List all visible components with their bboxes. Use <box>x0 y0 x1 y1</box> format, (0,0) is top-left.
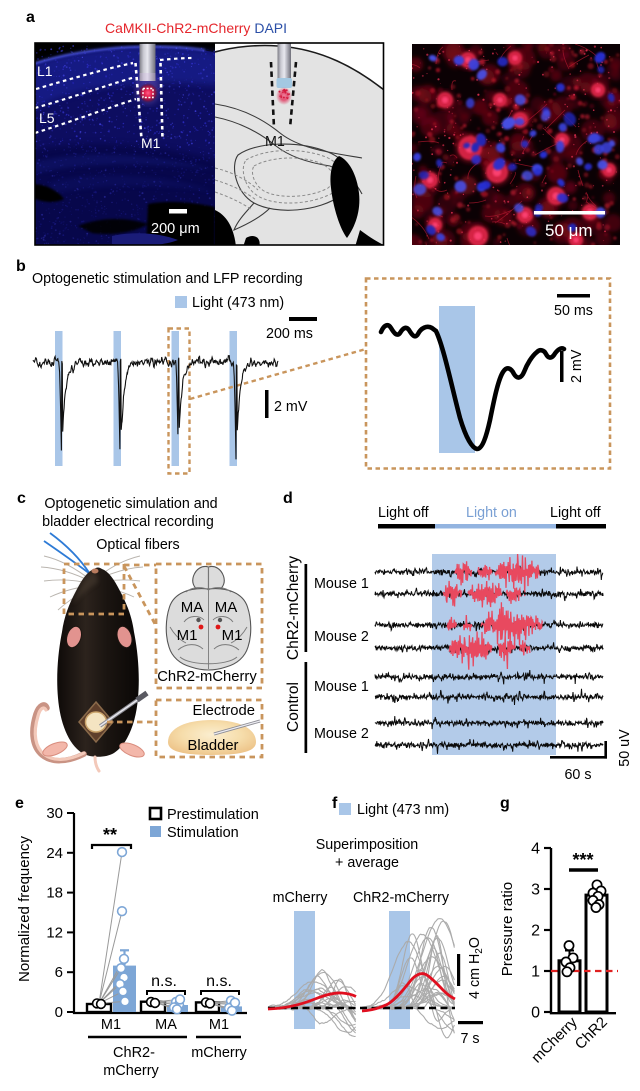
svg-text:4: 4 <box>531 841 540 858</box>
svg-text:2 mV: 2 mV <box>274 399 308 415</box>
svg-text:4 cm H2O: 4 cm H2O <box>467 937 485 999</box>
svg-text:Mouse 1: Mouse 1 <box>314 679 369 695</box>
svg-text:mCherry: mCherry <box>191 1045 247 1061</box>
svg-text:**: ** <box>103 825 117 845</box>
svg-text:6: 6 <box>55 964 63 981</box>
svg-text:Prestimulation: Prestimulation <box>167 807 259 823</box>
svg-text:3: 3 <box>531 882 540 899</box>
svg-text:Light on: Light on <box>466 505 517 521</box>
svg-text:Mouse 1: Mouse 1 <box>314 576 369 592</box>
svg-text:M1: M1 <box>265 134 285 150</box>
svg-text:n.s.: n.s. <box>151 973 177 990</box>
svg-text:Bladder: Bladder <box>187 738 238 754</box>
svg-text:7 s: 7 s <box>460 1031 479 1047</box>
svg-text:2: 2 <box>531 923 540 940</box>
svg-text:c: c <box>17 490 26 507</box>
svg-text:n.s.: n.s. <box>206 973 232 990</box>
svg-text:18: 18 <box>46 885 63 902</box>
svg-text:50 ms: 50 ms <box>554 303 593 319</box>
svg-text:+ average: + average <box>335 855 399 871</box>
svg-text:Optogenetic stimulation and LF: Optogenetic stimulation and LFP recordin… <box>32 271 303 287</box>
svg-text:Normalized frequency: Normalized frequency <box>16 836 33 982</box>
svg-text:0: 0 <box>55 1004 63 1021</box>
svg-text:ChR2-mCherry: ChR2-mCherry <box>353 890 450 906</box>
svg-text:Electrode: Electrode <box>192 703 255 719</box>
svg-text:Control: Control <box>285 682 302 732</box>
svg-text:e: e <box>15 795 24 812</box>
svg-text:M1: M1 <box>209 1017 229 1033</box>
svg-text:ChR2-: ChR2- <box>113 1045 155 1061</box>
svg-text:Light (473 nm): Light (473 nm) <box>192 295 284 311</box>
svg-text:Optical fibers: Optical fibers <box>96 537 179 553</box>
svg-text:MA: MA <box>155 1017 177 1033</box>
svg-text:g: g <box>500 795 510 812</box>
svg-text:M1: M1 <box>141 135 161 151</box>
svg-text:Light off: Light off <box>378 505 429 521</box>
svg-text:30: 30 <box>46 805 63 822</box>
svg-text:Optogenetic simulation and: Optogenetic simulation and <box>44 496 217 512</box>
svg-text:mCherry: mCherry <box>103 1063 159 1079</box>
svg-text:a: a <box>26 9 35 26</box>
svg-text:Light off: Light off <box>550 505 601 521</box>
svg-text:M1: M1 <box>177 627 198 644</box>
svg-text:200 ms: 200 ms <box>266 326 313 342</box>
svg-text:M1: M1 <box>101 1017 121 1033</box>
svg-text:2 mV: 2 mV <box>569 349 585 383</box>
svg-text:Mouse 2: Mouse 2 <box>314 726 369 742</box>
svg-text:12: 12 <box>46 924 63 941</box>
svg-text:1: 1 <box>531 964 540 981</box>
svg-text:f: f <box>332 795 338 812</box>
svg-text:24: 24 <box>46 845 63 862</box>
svg-text:ChR2-mCherry: ChR2-mCherry <box>157 669 257 685</box>
svg-text:Mouse 2: Mouse 2 <box>314 629 369 645</box>
svg-text:200 μm: 200 μm <box>151 221 200 237</box>
svg-text:bladder electrical recording: bladder electrical recording <box>42 514 214 530</box>
svg-text:Superimposition: Superimposition <box>316 837 419 853</box>
svg-text:***: *** <box>572 850 593 870</box>
svg-text:MA: MA <box>181 599 204 616</box>
svg-text:0: 0 <box>531 1005 540 1022</box>
svg-text:d: d <box>283 490 293 507</box>
svg-text:50 uV: 50 uV <box>617 729 633 767</box>
svg-text:L5: L5 <box>39 110 55 126</box>
svg-text:ChR2-mCherry: ChR2-mCherry <box>285 556 302 660</box>
svg-text:MA: MA <box>215 599 238 616</box>
svg-text:50 μm: 50 μm <box>545 221 593 240</box>
svg-text:Light (473 nm): Light (473 nm) <box>357 802 449 818</box>
svg-text:M1: M1 <box>222 627 243 644</box>
svg-text:60 s: 60 s <box>564 767 591 783</box>
svg-text:Stimulation: Stimulation <box>167 825 239 841</box>
svg-text:mCherry: mCherry <box>273 890 329 906</box>
svg-text:b: b <box>16 258 26 275</box>
svg-text:CaMKII-ChR2-mCherry DAPI: CaMKII-ChR2-mCherry DAPI <box>105 20 287 36</box>
svg-text:L1: L1 <box>37 63 53 79</box>
svg-text:Pressure ratio: Pressure ratio <box>499 882 516 977</box>
